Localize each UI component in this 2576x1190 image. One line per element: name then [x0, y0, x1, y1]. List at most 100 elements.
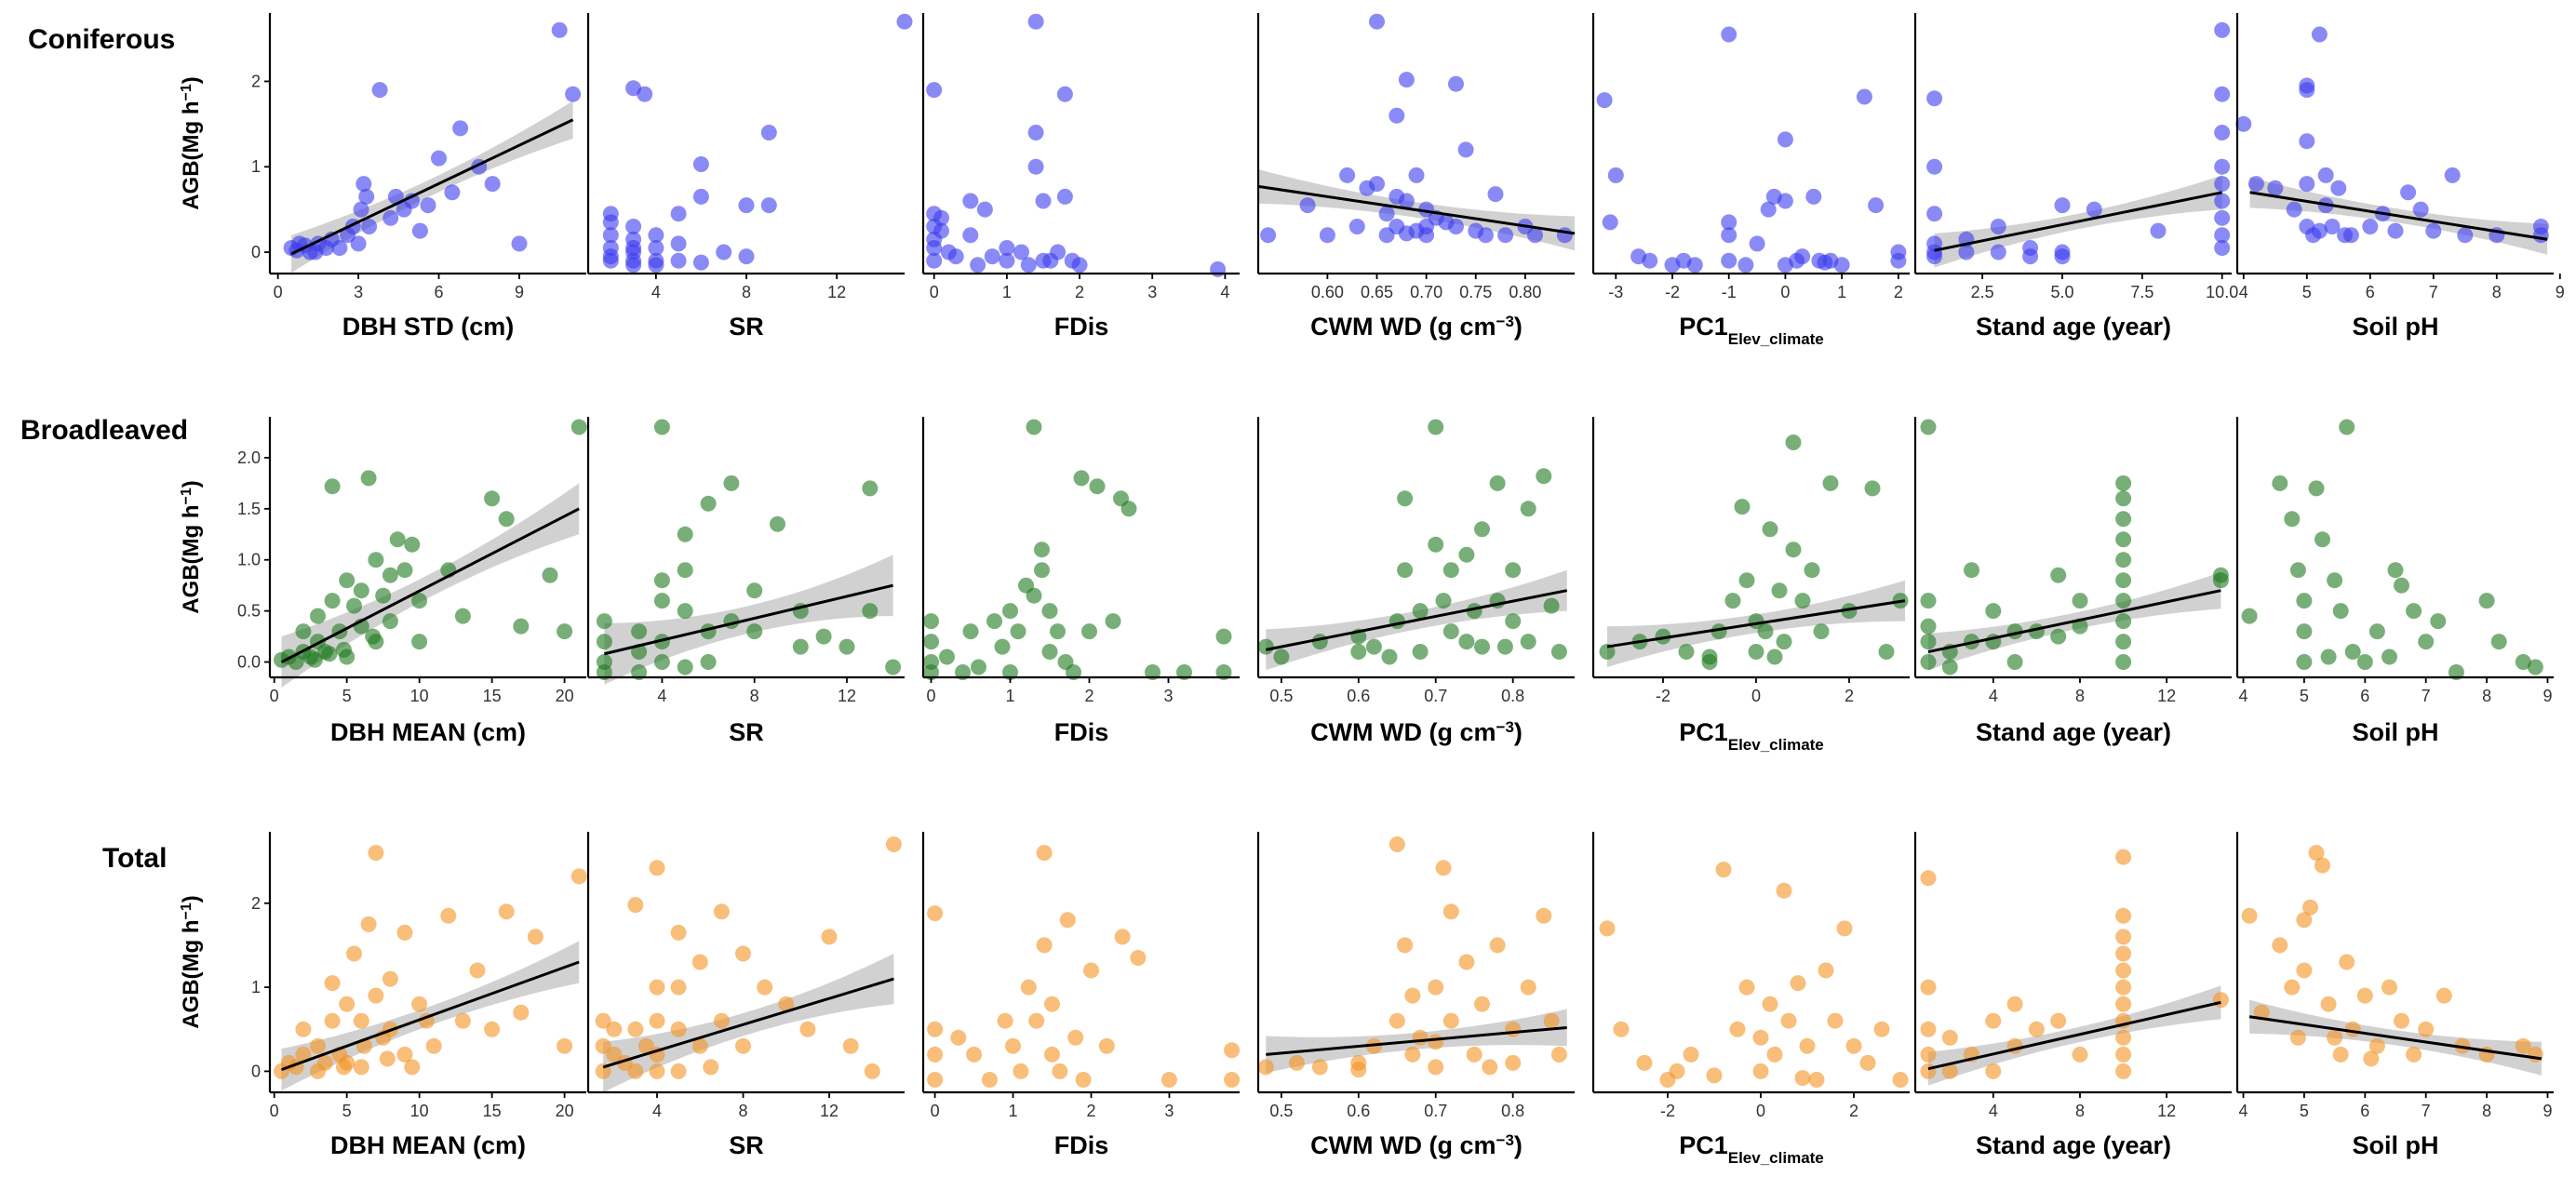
data-point: [1412, 1029, 1429, 1046]
y-axis-label-close: ): [179, 895, 204, 903]
data-point: [511, 235, 528, 252]
data-point: [2115, 593, 2132, 609]
data-point: [926, 252, 943, 269]
data-point: [2305, 227, 2322, 244]
data-point: [1920, 1063, 1937, 1079]
x-tick-label: 5: [2302, 283, 2312, 301]
data-point: [2115, 475, 2132, 491]
x-axis-label: SR: [729, 718, 764, 746]
data-point: [799, 1021, 816, 1037]
data-point: [670, 252, 687, 269]
data-point: [2272, 937, 2288, 954]
data-point: [1878, 644, 1895, 660]
data-point: [1083, 962, 1099, 979]
data-point: [2299, 133, 2315, 150]
data-point: [2214, 227, 2231, 244]
data-point: [1724, 593, 1741, 609]
data-point: [792, 638, 809, 655]
data-point: [350, 235, 367, 252]
data-point: [1543, 597, 1560, 614]
y-axis-label-sup: −1: [179, 903, 195, 919]
data-point: [1457, 141, 1474, 158]
data-point: [1805, 188, 1822, 205]
data-point: [1738, 979, 1755, 996]
data-point: [670, 206, 687, 222]
data-point: [1145, 664, 1161, 680]
data-point: [713, 1012, 730, 1029]
data-point: [606, 1046, 623, 1063]
data-point: [1613, 1021, 1630, 1037]
data-point: [1985, 603, 2002, 620]
data-point: [2115, 979, 2132, 996]
data-point: [692, 254, 709, 271]
x-tick-label: 0.7: [1424, 1102, 1447, 1120]
data-point: [2214, 21, 2231, 38]
data-point: [295, 1046, 312, 1063]
data-point: [527, 929, 543, 945]
data-point: [336, 1059, 352, 1076]
data-point: [653, 654, 670, 670]
data-point: [452, 120, 469, 137]
data-point: [2311, 26, 2328, 43]
regression-line: [1266, 589, 1567, 651]
data-point: [1757, 623, 1774, 640]
y-axis-label-close: ): [179, 480, 204, 488]
regression-line: [280, 507, 580, 663]
x-axis-label-sub: Elev_climate: [1728, 330, 1824, 348]
data-point: [885, 659, 902, 675]
data-point: [653, 593, 670, 609]
data-point: [2406, 603, 2422, 620]
data-point: [1920, 1046, 1937, 1063]
data-point: [295, 1021, 312, 1037]
data-point: [1721, 26, 1737, 43]
data-point: [1752, 1029, 1769, 1046]
data-point: [2115, 511, 2132, 528]
data-point: [627, 1063, 644, 1079]
x-axis-label: CWM WD (g cm−3): [1310, 1131, 1523, 1160]
data-point: [1381, 648, 1398, 665]
data-point: [356, 176, 372, 193]
data-point: [1738, 572, 1755, 589]
x-tick-label: 1: [1002, 283, 1012, 301]
data-point: [1599, 644, 1616, 660]
data-point: [2214, 176, 2231, 193]
data-point: [1442, 1012, 1459, 1029]
x-axis-label-text: SR: [729, 313, 764, 341]
data-point: [498, 903, 515, 920]
x-axis-label-close: ): [1514, 718, 1523, 746]
data-point: [1941, 659, 1958, 675]
data-point: [981, 1072, 998, 1088]
data-point: [1817, 254, 1833, 271]
x-axis-label: Stand age (year): [1976, 313, 2171, 341]
data-point: [738, 197, 755, 214]
data-point: [1920, 593, 1937, 609]
data-point: [1920, 870, 1937, 887]
data-point: [2286, 201, 2302, 218]
data-point: [746, 623, 763, 640]
data-point: [1041, 644, 1058, 660]
data-point: [2418, 634, 2435, 650]
x-tick-label: 0.8: [1501, 1102, 1524, 1120]
x-tick-label: 9: [2542, 687, 2552, 705]
panel-1: 0 5 10 15 20 0 1 2 DBH MEAN (cm): [251, 832, 587, 1159]
data-point: [425, 1037, 442, 1054]
data-point: [1489, 475, 1506, 491]
y-tick-label: 2.0: [237, 448, 261, 467]
data-point: [382, 567, 398, 583]
data-point: [2006, 654, 2023, 670]
x-tick-label: 7.5: [2130, 283, 2153, 301]
data-point: [1785, 542, 1802, 558]
data-point: [2527, 1046, 2543, 1063]
data-point: [382, 970, 398, 987]
data-point: [2362, 219, 2379, 234]
x-axis-label-text: PC1: [1679, 718, 1728, 746]
data-point: [1098, 1037, 1115, 1054]
panel-7: 4 5 6 7 8 9 Soil pH: [2235, 13, 2565, 341]
panel-5: -3 -2 -1 0 1 2 PC1Elev_climate: [1591, 13, 1910, 348]
x-tick-label: 6: [2360, 687, 2369, 705]
data-point: [1210, 261, 1227, 277]
data-point: [1873, 1021, 1890, 1037]
data-point: [1780, 1012, 1797, 1029]
